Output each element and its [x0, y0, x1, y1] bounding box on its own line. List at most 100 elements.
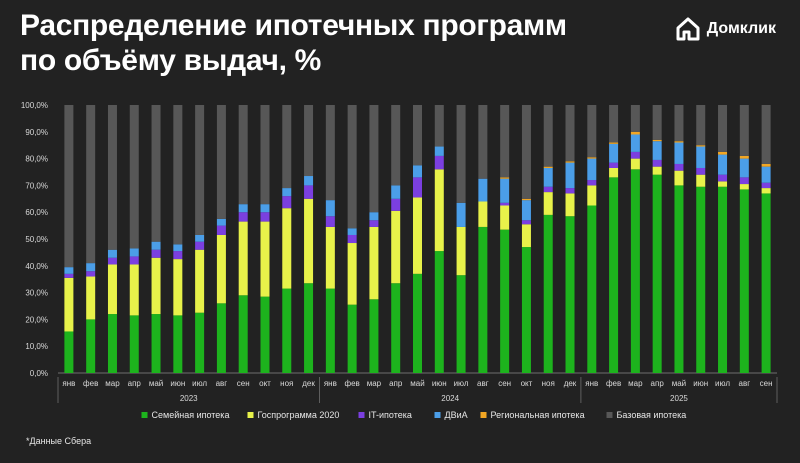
bar-segment [129, 105, 139, 249]
bar-segment [543, 214, 553, 373]
bar-segment [500, 105, 510, 178]
bar-segment [674, 163, 684, 171]
bar-segment [718, 151, 728, 155]
x-tick-label: сен [498, 379, 511, 388]
legend-label: Базовая ипотека [617, 410, 687, 420]
house-icon [676, 17, 700, 41]
bar-segment [761, 182, 771, 189]
brand-name: Домклик [706, 20, 776, 37]
bar-segment [216, 303, 226, 373]
bar-segment [761, 166, 771, 183]
bar-segment [86, 271, 96, 277]
x-tick-label: июн [170, 379, 185, 388]
legend-label: Региональная ипотека [491, 410, 585, 420]
legend-swatch [434, 412, 441, 418]
bar-segment [761, 188, 771, 194]
bar-segment [86, 276, 96, 320]
bar-segment [151, 257, 161, 315]
bar-segment [282, 188, 292, 197]
bar-segment [325, 200, 335, 217]
x-tick-label: янв [585, 379, 598, 388]
bar-segment [478, 226, 488, 373]
footnote: *Данные Сбера [26, 436, 92, 446]
x-tick-label: янв [62, 379, 75, 388]
bar-segment [652, 159, 662, 167]
bar-segment [195, 241, 205, 250]
bar-segment [369, 299, 379, 373]
x-tick-label: апр [389, 379, 403, 388]
x-tick-label: май [410, 379, 424, 388]
bar-segment [696, 105, 706, 146]
bar-segment [64, 267, 74, 274]
bar-segment [609, 177, 619, 373]
bar-segment [587, 180, 597, 186]
y-tick-label: 40,0% [25, 262, 48, 271]
bar-segment [521, 105, 531, 199]
y-tick-label: 10,0% [25, 342, 48, 351]
bar-segment [718, 181, 728, 187]
bar-segment [739, 189, 749, 373]
legend-label: Семейная ипотека [152, 410, 230, 420]
bar-segment [521, 220, 531, 225]
bar-segment [238, 221, 248, 296]
bar-segment [587, 158, 597, 181]
bar-segment [391, 283, 401, 373]
bar-segment [413, 165, 422, 178]
bar-segment [216, 225, 226, 235]
bar-segment [151, 249, 161, 258]
bar-segment [151, 314, 161, 373]
x-tick-label: дек [564, 379, 577, 388]
bar-segment [565, 105, 575, 162]
bar-segment [543, 166, 553, 168]
bar-segment [325, 226, 335, 289]
bar-segment [543, 167, 553, 187]
bar-segment [86, 263, 96, 272]
y-tick-label: 80,0% [25, 155, 48, 164]
bar-segment [652, 174, 662, 373]
bar-segment [652, 166, 662, 175]
bar-segment [739, 177, 749, 185]
x-tick-label: дек [302, 379, 315, 388]
bar-segment [325, 105, 335, 201]
bar-segment [674, 141, 684, 143]
bar-segment [587, 205, 597, 373]
bar-segment [674, 185, 684, 373]
x-tick-label: сен [760, 379, 773, 388]
bar-segment [456, 202, 466, 227]
bar-segment [718, 174, 728, 182]
bar-segment [739, 184, 749, 190]
bar-segment [478, 105, 488, 179]
y-tick-label: 100,0% [21, 101, 48, 110]
year-label: 2023 [180, 394, 198, 403]
bar-segment [521, 247, 531, 373]
chart-title: Распределение ипотечных программ по объё… [20, 8, 567, 78]
year-label: 2024 [441, 394, 459, 403]
bar-segment [238, 295, 248, 373]
bar-segment [609, 167, 619, 178]
x-tick-label: апр [651, 379, 665, 388]
bar-segment [434, 146, 444, 156]
bar-segment [652, 139, 662, 142]
bar-segment [369, 220, 379, 227]
bar-segment [478, 201, 488, 227]
bar-segment [456, 226, 466, 276]
bar-segment [413, 105, 422, 166]
bar-segment [325, 288, 335, 373]
legend-swatch [606, 412, 613, 418]
x-tick-label: авг [477, 379, 489, 388]
bar-segment [652, 105, 662, 140]
bar-segment [216, 105, 226, 219]
legend-label: IT-ипотека [369, 410, 412, 420]
bar-segment [216, 218, 226, 226]
bar-segment [696, 167, 706, 175]
bar-segment [64, 105, 74, 268]
bar-segment [86, 105, 96, 264]
bar-segment [391, 185, 401, 199]
x-tick-label: окт [521, 379, 533, 388]
bar-segment [107, 105, 117, 250]
bar-segment [304, 283, 314, 373]
x-tick-label: сен [237, 379, 250, 388]
bar-segment [478, 178, 488, 202]
bar-segment [630, 169, 640, 373]
bar-segment [107, 314, 117, 373]
